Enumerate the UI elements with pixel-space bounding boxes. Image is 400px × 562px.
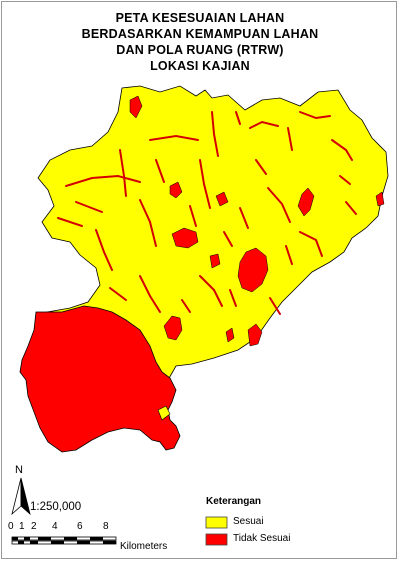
unsuitable-linear-features xyxy=(57,111,357,315)
legend-label: Tidak Sesuai xyxy=(233,533,291,544)
unsuitable-patch xyxy=(225,327,235,343)
unsuitable-patch xyxy=(297,187,315,217)
north-arrow-icon xyxy=(11,477,31,516)
unsuitable-southwest-area xyxy=(19,305,181,453)
scale-ratio: 1:250,000 xyxy=(30,501,82,513)
unsuitable-patch xyxy=(129,95,143,119)
legend-item-unsuitable: Tidak Sesuai xyxy=(233,533,290,544)
scale-bar xyxy=(11,536,117,545)
unsuitable-patch xyxy=(215,191,229,207)
title-line-3: DAN POLA RUANG (RTRW) xyxy=(116,43,284,57)
scale-tick: 1 xyxy=(19,521,25,532)
unsuitable-patch xyxy=(237,247,269,293)
unsuitable-patch xyxy=(247,323,263,347)
unsuitable-patch xyxy=(209,253,221,269)
legend-label: Sesuai xyxy=(233,516,264,527)
scale-ticks: 0 1 2 4 6 8 xyxy=(4,521,134,535)
scale-units: Kilometers xyxy=(120,541,168,552)
north-label: N xyxy=(15,464,23,476)
map-title: PETA KESESUAIAN LAHAN BERDASARKAN KEMAMP… xyxy=(0,10,400,74)
scale-tick: 2 xyxy=(31,521,37,532)
unsuitable-patch xyxy=(163,315,183,341)
legend-swatch-suitable xyxy=(205,516,228,529)
scale-tick: 0 xyxy=(8,521,14,532)
legend-swatch-unsuitable xyxy=(205,533,228,546)
legend-item-suitable: Sesuai xyxy=(233,516,264,527)
title-line-2: BERDASARKAN KEMAMPUAN LAHAN xyxy=(81,27,319,41)
unsuitable-patch xyxy=(171,227,199,249)
title-line-1: PETA KESESUAIAN LAHAN xyxy=(115,11,285,25)
title-line-4: LOKASI KAJIAN xyxy=(150,59,250,73)
suitable-inlet xyxy=(157,405,171,421)
legend-title: Keterangan xyxy=(206,496,262,507)
unsuitable-patch xyxy=(169,181,183,199)
scale-tick: 4 xyxy=(52,521,58,532)
scale-tick: 6 xyxy=(77,521,83,532)
scale-tick: 8 xyxy=(103,521,109,532)
unsuitable-patch xyxy=(375,191,385,207)
